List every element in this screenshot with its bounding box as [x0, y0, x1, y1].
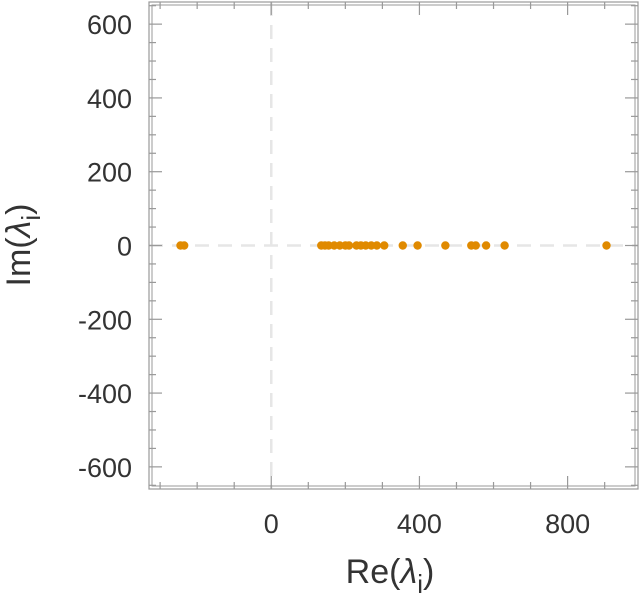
- data-points: [176, 241, 611, 250]
- x-tick-label: 800: [545, 509, 590, 539]
- y-tick-label: -200: [78, 305, 132, 335]
- y-axis-title: Im(λi): [0, 204, 46, 287]
- y-tick-label: -600: [78, 453, 132, 483]
- y-tick-label: 600: [87, 10, 132, 40]
- data-point: [398, 241, 407, 250]
- data-point: [179, 241, 189, 250]
- x-tick-labels: 0 400 800: [264, 509, 590, 539]
- data-point: [344, 241, 354, 250]
- data-point: [471, 241, 480, 250]
- data-point: [500, 241, 509, 250]
- y-tick-label: 0: [117, 232, 132, 262]
- y-tick-labels: 600 400 200 0 -200 -400 -600: [78, 10, 132, 483]
- data-point: [413, 241, 422, 250]
- data-point: [372, 241, 382, 250]
- y-tick-label: -400: [78, 379, 132, 409]
- data-point: [481, 241, 491, 250]
- data-point: [441, 241, 450, 250]
- y-tick-label: 400: [87, 84, 132, 114]
- x-axis-title: Re(λi): [346, 553, 435, 599]
- x-tick-label: 0: [264, 509, 279, 539]
- reference-lines: [149, 2, 638, 489]
- data-point: [602, 241, 611, 250]
- x-tick-label: 400: [397, 509, 442, 539]
- axis-ticks: [149, 2, 638, 489]
- data-point: [380, 241, 389, 250]
- y-tick-label: 200: [87, 158, 132, 188]
